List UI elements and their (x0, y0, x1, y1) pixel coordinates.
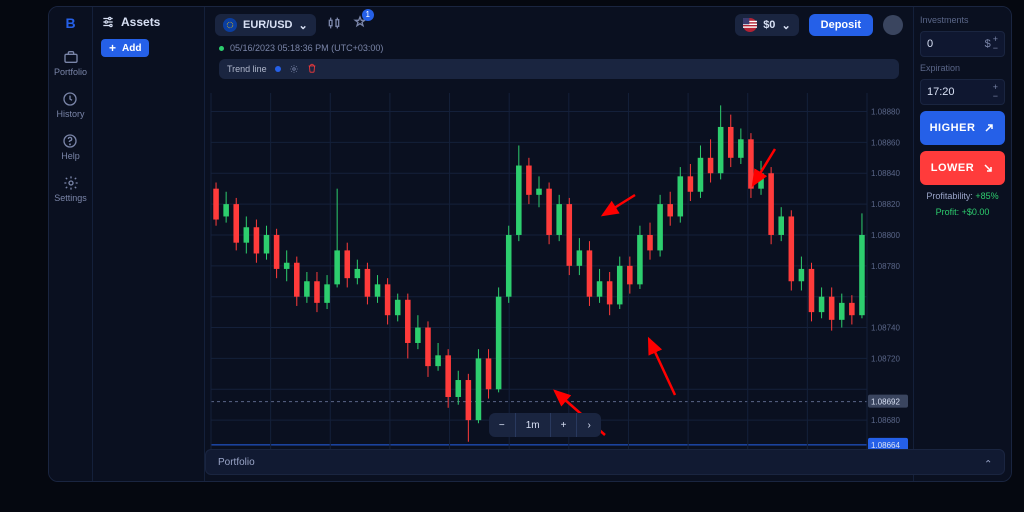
profit-text: Profit: +$0.00 (920, 207, 1005, 217)
add-label: Add (122, 43, 141, 54)
timestamp-text: 05/16/2023 05:18:36 PM (UTC+03:00) (230, 43, 383, 53)
assets-title: Assets (121, 15, 160, 29)
chevron-right-icon: › (587, 420, 590, 431)
trade-panel: Investments 0 $ +− Expiration 17:20 +− H… (913, 7, 1011, 481)
nav-item-history[interactable]: History (56, 91, 84, 119)
chevron-down-icon: ⌄ (299, 19, 308, 32)
sliders-icon (101, 15, 115, 29)
live-dot-icon (219, 46, 224, 51)
svg-text:1.08800: 1.08800 (871, 231, 900, 240)
topbar: EUR/USD ⌄ 1 $0 ⌄ Deposit (205, 7, 913, 43)
higher-label: HIGHER (930, 122, 976, 134)
svg-text:1.08880: 1.08880 (871, 108, 900, 117)
lower-label: LOWER (931, 162, 974, 174)
color-dot-icon (275, 66, 281, 72)
indicator-badge: 1 (362, 9, 374, 21)
trendline-chip[interactable]: Trend line (219, 59, 899, 79)
profitability-text: Profitability: +85% (920, 191, 1005, 201)
svg-text:1.08680: 1.08680 (871, 416, 900, 425)
stepper-icon[interactable]: +− (993, 83, 998, 101)
expiration-value: 17:20 (927, 86, 955, 98)
delete-button[interactable] (307, 63, 317, 75)
indicators-button[interactable]: 1 (352, 15, 368, 36)
deposit-button[interactable]: Deposit (809, 14, 873, 36)
logo-icon[interactable]: B (65, 15, 75, 31)
svg-text:1.08840: 1.08840 (871, 169, 900, 178)
timeframe-control: − 1m + › (489, 413, 601, 437)
deposit-label: Deposit (821, 19, 861, 31)
tf-minus-button[interactable]: − (489, 413, 515, 437)
profitability-value: +85% (975, 191, 998, 201)
assets-header: Assets (101, 15, 196, 29)
svg-text:1.08692: 1.08692 (871, 398, 900, 407)
balance-value: $0 (763, 19, 775, 31)
gear-icon[interactable] (289, 64, 299, 74)
trash-icon (307, 63, 317, 73)
tf-next-button[interactable]: › (577, 413, 600, 437)
nav-label: Help (61, 151, 80, 161)
profitability-label: Profitability: (926, 191, 973, 201)
tf-value[interactable]: 1m (516, 413, 550, 437)
pair-selector[interactable]: EUR/USD ⌄ (215, 14, 316, 36)
higher-button[interactable]: HIGHER (920, 111, 1005, 145)
gear-icon (63, 175, 79, 191)
chart-meta: 05/16/2023 05:18:36 PM (UTC+03:00) (205, 43, 913, 53)
investments-field[interactable]: 0 $ +− (920, 31, 1005, 57)
candlestick-tool-button[interactable] (326, 15, 342, 36)
nav-label: Portfolio (54, 67, 87, 77)
investments-value: 0 (927, 38, 933, 50)
nav-label: History (56, 109, 84, 119)
pair-label: EUR/USD (243, 19, 293, 31)
plus-icon: + (109, 42, 116, 54)
svg-text:1.08860: 1.08860 (871, 138, 900, 147)
arrow-up-right-icon (983, 122, 995, 134)
flag-usd-icon (743, 18, 757, 32)
assets-panel: Assets + Add (93, 7, 205, 481)
portfolio-bar[interactable]: Portfolio ⌄ (205, 449, 1005, 475)
currency-symbol: $ (985, 38, 991, 50)
tf-plus-button[interactable]: + (551, 413, 577, 437)
expiration-label: Expiration (920, 63, 1005, 73)
nav-item-settings[interactable]: Settings (54, 175, 87, 203)
add-asset-button[interactable]: + Add (101, 39, 149, 57)
arrow-down-right-icon (982, 162, 994, 174)
svg-text:1.08780: 1.08780 (871, 262, 900, 271)
svg-text:1.08820: 1.08820 (871, 200, 900, 209)
tf-value-label: 1m (526, 420, 540, 431)
trendline-label: Trend line (227, 64, 267, 74)
svg-text:1.08740: 1.08740 (871, 324, 900, 333)
nav-label: Settings (54, 193, 87, 203)
app-window: B Portfolio History Help Settings Assets… (48, 6, 1012, 482)
investments-label: Investments (920, 15, 1005, 25)
user-avatar[interactable] (883, 15, 903, 35)
minus-label: − (499, 420, 505, 431)
stepper-icon[interactable]: +− (993, 35, 998, 53)
chevron-up-icon: ⌄ (984, 457, 992, 468)
main-area: EUR/USD ⌄ 1 $0 ⌄ Deposit 05/16/2 (205, 7, 913, 481)
flag-eur-icon (223, 18, 237, 32)
chevron-down-icon: ⌄ (781, 19, 790, 32)
profit-label: Profit: (936, 207, 960, 217)
briefcase-icon (63, 49, 79, 65)
help-icon (62, 133, 78, 149)
profit-value: +$0.00 (962, 207, 990, 217)
lower-button[interactable]: LOWER (920, 151, 1005, 185)
portfolio-label: Portfolio (218, 457, 255, 468)
nav-item-help[interactable]: Help (61, 133, 80, 161)
svg-text:1.08720: 1.08720 (871, 354, 900, 363)
balance-chip[interactable]: $0 ⌄ (735, 14, 798, 36)
expiration-field[interactable]: 17:20 +− (920, 79, 1005, 105)
plus-label: + (561, 420, 567, 431)
nav-rail: B Portfolio History Help Settings (49, 7, 93, 481)
candlestick-icon (326, 15, 342, 31)
clock-icon (62, 91, 78, 107)
nav-item-portfolio[interactable]: Portfolio (54, 49, 87, 77)
